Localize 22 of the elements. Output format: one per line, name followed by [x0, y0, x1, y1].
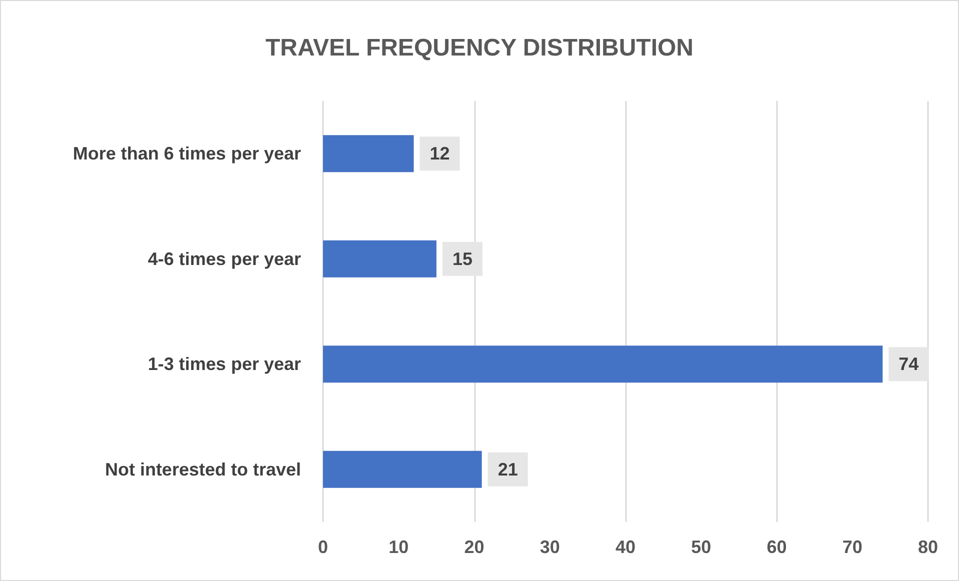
data-label: 21	[498, 459, 518, 480]
x-tick-label: 30	[540, 537, 560, 557]
y-tick-label: 1-3 times per year	[148, 354, 301, 374]
bar	[323, 346, 883, 383]
data-label: 74	[898, 354, 919, 374]
y-tick-label: 4-6 times per year	[148, 248, 301, 269]
chart-title: TRAVEL FREQUENCY DISTRIBUTION	[265, 34, 694, 62]
data-label: 12	[430, 144, 450, 164]
x-tick-label: 40	[615, 537, 636, 557]
x-tick-label: 50	[691, 537, 712, 557]
x-tick-label: 60	[766, 537, 787, 557]
x-tick-label: 70	[842, 537, 862, 557]
x-tick-label: 0	[318, 537, 328, 557]
data-label: 15	[452, 248, 472, 269]
bar	[323, 135, 414, 172]
x-tick-label: 80	[918, 537, 938, 557]
y-tick-label: Not interested to travel	[104, 459, 301, 480]
bar	[323, 450, 482, 488]
x-tick-label: 20	[464, 537, 484, 557]
x-tick-label: 10	[388, 537, 409, 557]
y-tick-label: More than 6 times per year	[72, 144, 301, 164]
bar	[323, 240, 436, 278]
